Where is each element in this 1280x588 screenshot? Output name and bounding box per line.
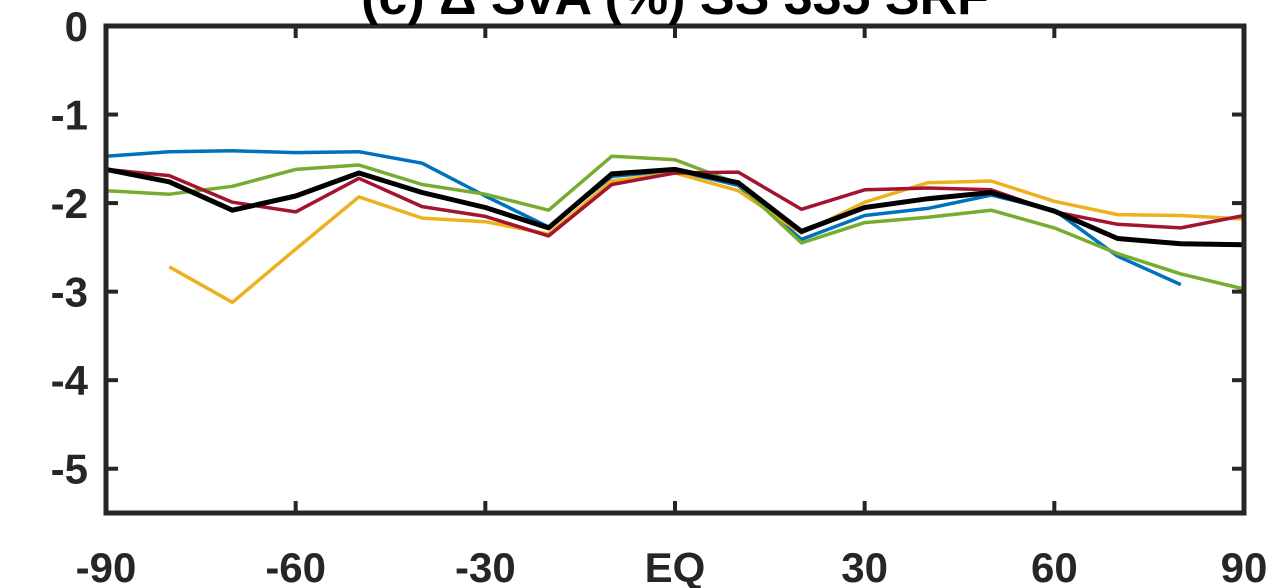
x-tick-label: -30 bbox=[455, 544, 516, 588]
chart-title: (c) Δ SvA (%) SS 335 SRF bbox=[361, 0, 989, 26]
x-tick-label: 60 bbox=[1031, 544, 1078, 588]
y-tick-label: -1 bbox=[51, 92, 88, 139]
series-line-2 bbox=[168, 171, 1245, 305]
series-layer bbox=[105, 149, 1245, 305]
series-line-5 bbox=[105, 166, 1245, 248]
x-tick-label: -60 bbox=[265, 544, 326, 588]
y-tick-label: -5 bbox=[51, 446, 88, 493]
ticks-layer: -90 -60 -30 EQ 30 60 90 0 -1 -2 -3 -4 -5 bbox=[51, 3, 1268, 588]
y-tick-label: -2 bbox=[51, 180, 88, 227]
axes-box bbox=[103, 23, 1247, 516]
x-tick-label: -90 bbox=[76, 544, 137, 588]
y-tick-label: -3 bbox=[51, 269, 88, 316]
y-tick-label: -4 bbox=[51, 357, 89, 404]
x-tick-label: EQ bbox=[645, 544, 706, 588]
x-tick-label: 30 bbox=[841, 544, 888, 588]
y-tick-label: 0 bbox=[65, 3, 88, 50]
series-line-3 bbox=[105, 154, 1245, 291]
x-tick-label: 90 bbox=[1221, 544, 1268, 588]
